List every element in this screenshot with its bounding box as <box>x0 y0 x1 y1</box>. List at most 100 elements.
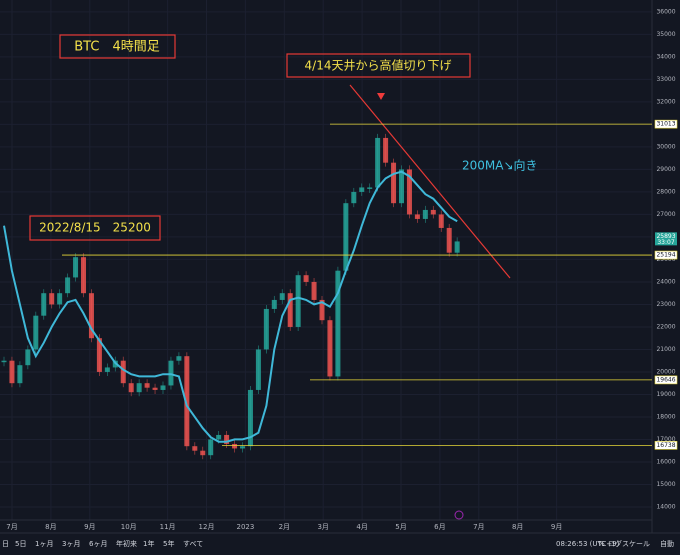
candle <box>57 293 63 305</box>
range-button[interactable]: 6ヶ月 <box>89 540 107 548</box>
ma-line <box>3 170 458 443</box>
x-tick-label: 8月 <box>45 523 56 531</box>
range-button[interactable]: 5日 <box>15 540 26 548</box>
candle <box>208 439 214 456</box>
level-label: 16738 <box>656 442 675 449</box>
candle <box>311 281 317 300</box>
price-label: 25893 <box>656 233 675 240</box>
candle <box>17 365 23 384</box>
candle <box>271 299 277 309</box>
candle <box>49 293 55 305</box>
auto-button[interactable]: 自動 <box>660 539 674 548</box>
annotation-box <box>286 53 471 78</box>
y-tick-label: 36000 <box>656 8 675 15</box>
candle <box>446 227 452 253</box>
x-tick-label: 2023 <box>236 523 254 531</box>
candle <box>279 293 285 300</box>
candle <box>375 137 381 188</box>
x-tick-label: 12月 <box>199 523 215 531</box>
candle <box>33 315 39 350</box>
chart-title: BTC 4時間足 <box>74 40 159 55</box>
x-tick-label: 8月 <box>512 523 523 531</box>
y-tick-label: 32000 <box>656 98 675 105</box>
candle <box>367 187 373 189</box>
y-tick-label: 35000 <box>656 31 675 38</box>
candle <box>160 385 166 390</box>
y-tick-label: 28000 <box>656 188 675 195</box>
candle <box>287 293 293 327</box>
y-tick-label: 18000 <box>656 413 675 420</box>
candle <box>176 356 182 361</box>
plot-area <box>1 133 460 460</box>
x-tick-label: 7月 <box>473 523 484 531</box>
y-tick-label: 30000 <box>656 143 675 150</box>
level-label: 25194 <box>656 252 675 259</box>
countdown: 33:07 <box>657 239 674 246</box>
candle <box>200 450 206 456</box>
candle <box>144 383 150 388</box>
level-label-box <box>654 250 678 260</box>
candle <box>152 387 158 390</box>
candle <box>104 367 110 372</box>
annotation: 4/14天井から高値切り下げ <box>305 58 452 73</box>
range-button[interactable]: 年初来 <box>116 539 137 548</box>
candle <box>295 275 301 327</box>
y-tick-label: 24000 <box>656 278 675 285</box>
level-label: 19646 <box>656 376 675 383</box>
toolbar <box>0 533 680 555</box>
range-button[interactable]: 日 <box>2 540 9 548</box>
x-tick-label: 2月 <box>279 523 290 531</box>
candle <box>81 257 86 294</box>
candle <box>73 257 79 278</box>
candle <box>422 209 428 219</box>
candle <box>335 270 341 377</box>
annotation-box <box>29 215 161 241</box>
candle <box>383 137 389 163</box>
candle <box>430 209 436 215</box>
candle <box>168 360 174 386</box>
candle <box>96 338 102 372</box>
candle <box>216 434 222 440</box>
y-tick-label: 15000 <box>656 481 675 488</box>
log-scale-button[interactable]: ログスケール <box>608 539 650 548</box>
candle <box>359 187 365 192</box>
y-tick-label: 14000 <box>656 503 675 510</box>
annotation: 200MA↘向き <box>462 158 538 173</box>
clock: 08:26:53 (UTC+9) <box>556 540 620 548</box>
y-tick-label: 16000 <box>656 458 675 465</box>
candle <box>391 162 397 204</box>
toolbar-items: 日 5日 1ヶ月 3ヶ月 6ヶ月 年初来 1年 5年 すべて 08:26:53 (UTC+9)% ロ… <box>2 539 674 548</box>
range-button[interactable]: 1ヶ月 <box>35 540 53 548</box>
candle <box>192 446 198 451</box>
candle <box>247 389 253 447</box>
candle <box>406 169 412 215</box>
percent-button[interactable]: % <box>598 540 605 548</box>
candle <box>454 241 460 253</box>
y-tick-label: 33000 <box>656 76 675 83</box>
candle <box>343 203 349 271</box>
candle <box>319 299 325 321</box>
candle <box>184 356 190 447</box>
range-button[interactable]: すべて <box>183 540 203 548</box>
x-tick-label: 6月 <box>434 523 445 531</box>
candle <box>351 191 357 204</box>
level-label-box <box>654 119 678 129</box>
y-tick-label: 21000 <box>656 346 675 353</box>
candle <box>224 434 230 444</box>
x-tick-label: 5月 <box>395 523 406 531</box>
annotation: 2022/8/15 25200 <box>39 221 151 235</box>
candle <box>303 275 309 282</box>
y-tick-label: 22000 <box>656 323 675 330</box>
y-tick-label: 27000 <box>656 211 675 218</box>
y-tick-label: 19000 <box>656 391 675 398</box>
x-tick-label: 11月 <box>160 523 176 531</box>
y-tick-label: 29000 <box>656 166 675 173</box>
x-tick-label: 7月 <box>6 523 17 531</box>
range-button[interactable]: 1年 <box>143 539 154 548</box>
title-box <box>59 34 176 59</box>
candle <box>9 360 15 384</box>
candle <box>414 214 420 219</box>
range-button[interactable]: 5年 <box>163 539 174 548</box>
range-button[interactable]: 3ヶ月 <box>62 540 80 548</box>
